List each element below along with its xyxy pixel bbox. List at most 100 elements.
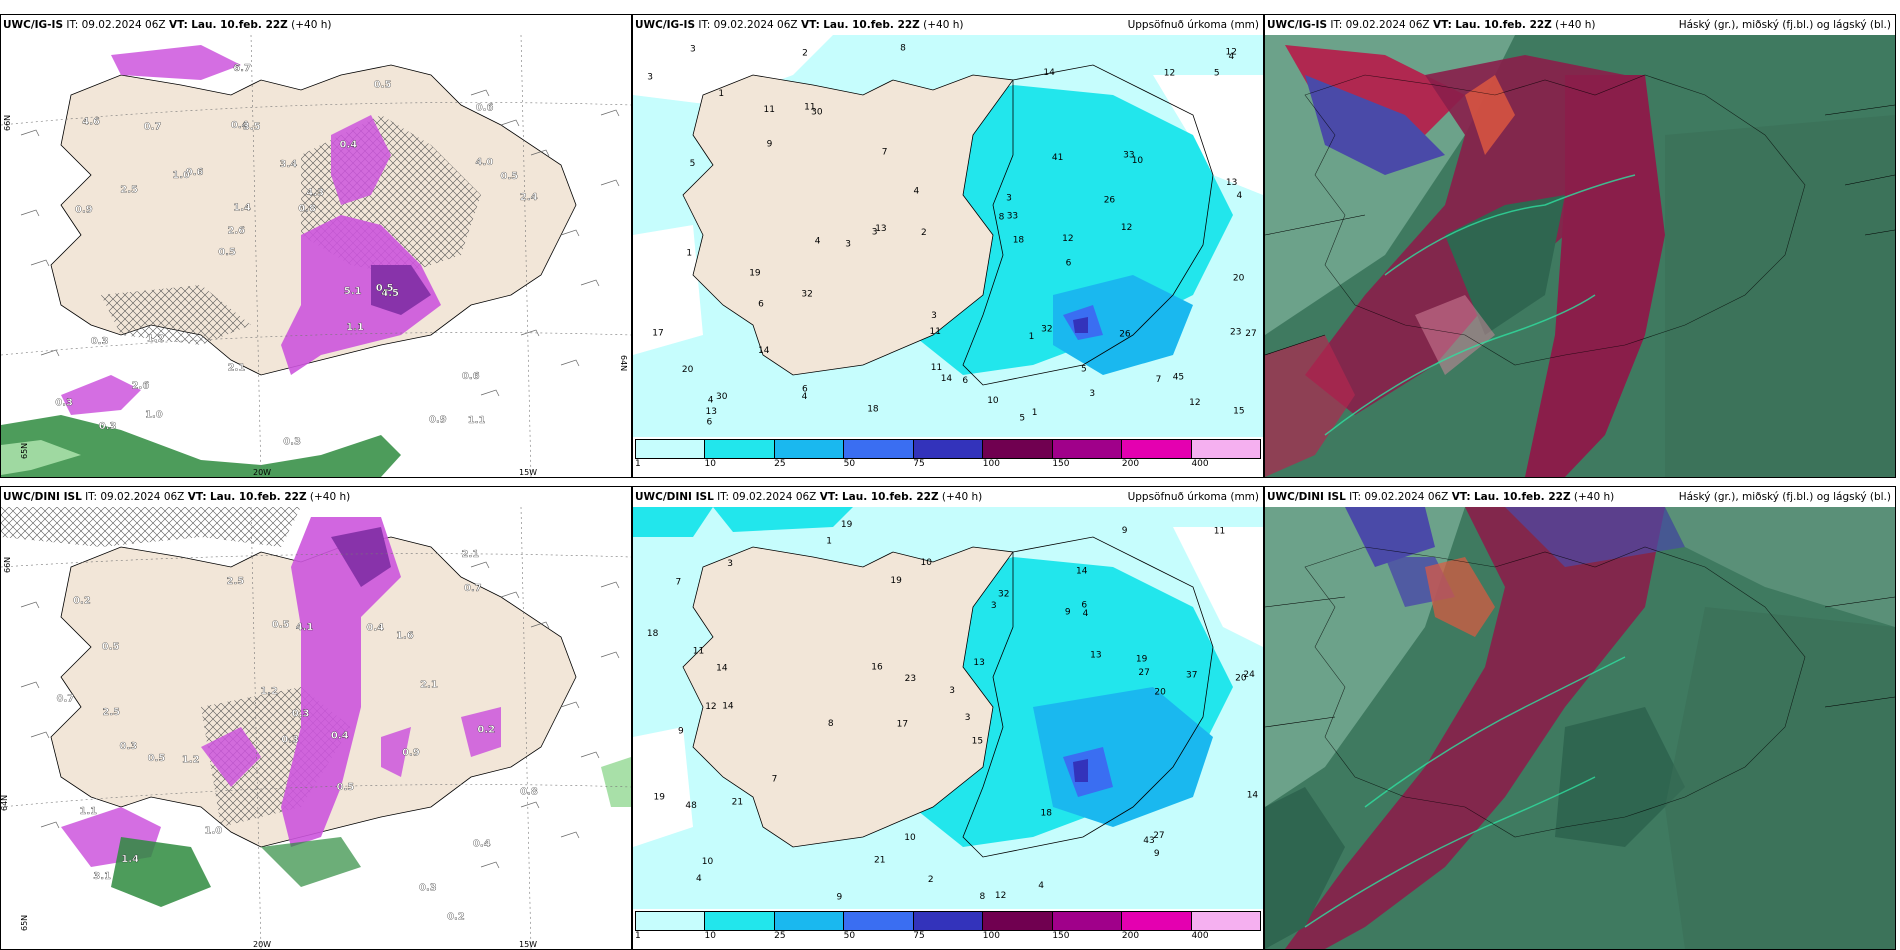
value-label: 11 [764, 105, 775, 115]
value-label: 20 [1233, 274, 1245, 284]
value-label: 15 [972, 737, 983, 747]
field-title: Uppsöfnuð úrkoma (mm) [1127, 19, 1259, 31]
valid-time: Lau. 10.feb. 22Z [1455, 19, 1552, 31]
value-label: 18 [1013, 236, 1025, 246]
value-label: 12 [1121, 223, 1132, 233]
value-label: 4 [1229, 52, 1235, 62]
value-label: 2.6 [132, 381, 150, 392]
value-label: 3.1 [93, 871, 111, 882]
precip-type-map[interactable]: 66N 65N 20W 15W 64N 1.1 0.9 0.6 0.5 0.4 0.3 0.… [1, 35, 631, 477]
value-label: 9 [767, 140, 773, 150]
value-label: 4 [708, 395, 714, 405]
value-label: 0.9 [402, 748, 420, 759]
value-label: 6 [1066, 258, 1072, 268]
value-label: 14 [1247, 790, 1259, 800]
value-label: 3 [727, 559, 733, 569]
accumulated-precip-map[interactable]: 18 5 6 5 2 1 4 12 8 7 12 14 13 11 14 8 5 4 3 3 1 4 3 4 10 19 17 6 3 6… [633, 35, 1263, 437]
value-label: 1.2 [147, 334, 165, 345]
value-label: 7 [772, 774, 778, 784]
value-label: 11 [931, 363, 942, 373]
value-label: 15 [1233, 406, 1244, 416]
value-label: 0.5 [376, 283, 394, 294]
value-label: 2.5 [227, 576, 245, 587]
colorbar-labels: 1 10 25 50 75 100 150 200 400 [635, 931, 1261, 945]
colorbar-swatch [1052, 912, 1123, 930]
value-label: 0.4 [366, 623, 384, 634]
value-label: 4 [815, 237, 821, 247]
value-label: 0.5 [148, 753, 166, 764]
value-label: 1 [1029, 332, 1035, 342]
colorbar-label: 200 [1121, 931, 1140, 941]
value-label: 16 [871, 663, 883, 673]
panel-bottom-middle: UWC/DINI ISL IT: 09.02.2024 06Z VT: Lau.… [632, 486, 1264, 950]
init-time: IT: 09.02.2024 06Z [1349, 491, 1449, 503]
value-label: 20 [1154, 688, 1166, 698]
value-label: 5 [1081, 365, 1087, 375]
valid-time: Lau. 10.feb. 22Z [209, 491, 307, 503]
value-label: 0.3 [99, 421, 117, 432]
value-label: 2.1 [420, 680, 438, 691]
value-label: 30 [716, 392, 728, 402]
value-label: 0.5 [374, 80, 392, 91]
lon-label-20w: 20W [253, 468, 271, 477]
valid-time-label: VT: [1451, 491, 1471, 503]
value-label: 1.2 [260, 686, 278, 697]
cloud-cover-map[interactable] [1265, 35, 1895, 477]
model-name: UWC/IG-IS [3, 19, 64, 31]
value-label: 8 [999, 212, 1005, 222]
value-label: 5.1 [344, 286, 362, 297]
value-label: 5 [1214, 69, 1220, 79]
value-label: 13 [1090, 650, 1101, 660]
colorbar-swatch [636, 912, 706, 930]
value-label: 32 [801, 289, 812, 299]
panel-title: UWC/IG-IS IT: 09.02.2024 06Z VT: Lau. 10… [635, 17, 1259, 33]
valid-time-label: VT: [800, 19, 820, 31]
value-label: 8 [980, 892, 986, 902]
value-label: 1 [826, 537, 832, 547]
value-label: 7 [882, 148, 888, 158]
cloud-cover-map[interactable] [1265, 507, 1895, 949]
value-label: 11 [693, 647, 704, 657]
value-label: 48 [685, 801, 697, 811]
value-label: 0.3 [120, 741, 138, 752]
init-time: IT: 09.02.2024 06Z [698, 19, 798, 31]
value-label: 2.5 [102, 707, 120, 718]
precip-type-map[interactable]: 66N 65N 20W 15W 64N 0.2 0.3 0.5 0.2 0.4 0.5 1.… [1, 507, 631, 949]
colorbar-labels: 1 10 25 50 75 100 150 200 400 [635, 459, 1261, 473]
colorbar-swatches [635, 439, 1261, 459]
value-label: 0.6 [186, 167, 204, 178]
model-name: UWC/DINI ISL [1267, 491, 1346, 503]
colorbar-swatch [983, 912, 1053, 930]
value-label: 6 [758, 299, 764, 309]
value-label: 8 [900, 43, 906, 53]
value-label: 6.7 [233, 63, 251, 74]
value-label: 1.0 [205, 826, 223, 837]
value-label: 26 [1104, 195, 1116, 205]
value-label: 3 [965, 713, 971, 723]
colorbar-label: 50 [843, 459, 856, 469]
value-label: 3.5 [243, 121, 261, 132]
value-label: 10 [921, 558, 933, 568]
colorbar-swatch [983, 440, 1053, 458]
value-label: 0.9 [429, 414, 447, 425]
colorbar-label: 200 [1121, 459, 1140, 469]
value-label: 2.4 [520, 192, 538, 203]
value-label: 8 [828, 719, 834, 729]
panel-title: UWC/IG-IS IT: 09.02.2024 06Z VT: Lau. 10… [1267, 17, 1891, 33]
accumulated-precip-map[interactable]: 19 14 20 17 15 14 7 9 9 3 3 4 1 8 8 12 10 9 13 7 14 12 24 37 19 1… [633, 507, 1263, 909]
value-label: 1.6 [396, 630, 414, 641]
value-label: 4 [1083, 609, 1089, 619]
valid-time: Lau. 10.feb. 22Z [841, 491, 939, 503]
value-label: 2 [802, 49, 808, 59]
value-label: 0.2 [73, 596, 91, 607]
value-label: 2 [921, 228, 927, 238]
colorbar-label: 400 [1191, 459, 1209, 469]
model-name: UWC/IG-IS [635, 19, 696, 31]
value-label: 3 [931, 311, 937, 321]
lead-time: (+40 h) [309, 491, 351, 503]
colorbar-swatch [844, 912, 914, 930]
colorbar-swatch [1191, 912, 1260, 930]
value-label: 12 [995, 891, 1006, 901]
value-label: 18 [1041, 809, 1053, 819]
colorbar-swatch [913, 912, 984, 930]
